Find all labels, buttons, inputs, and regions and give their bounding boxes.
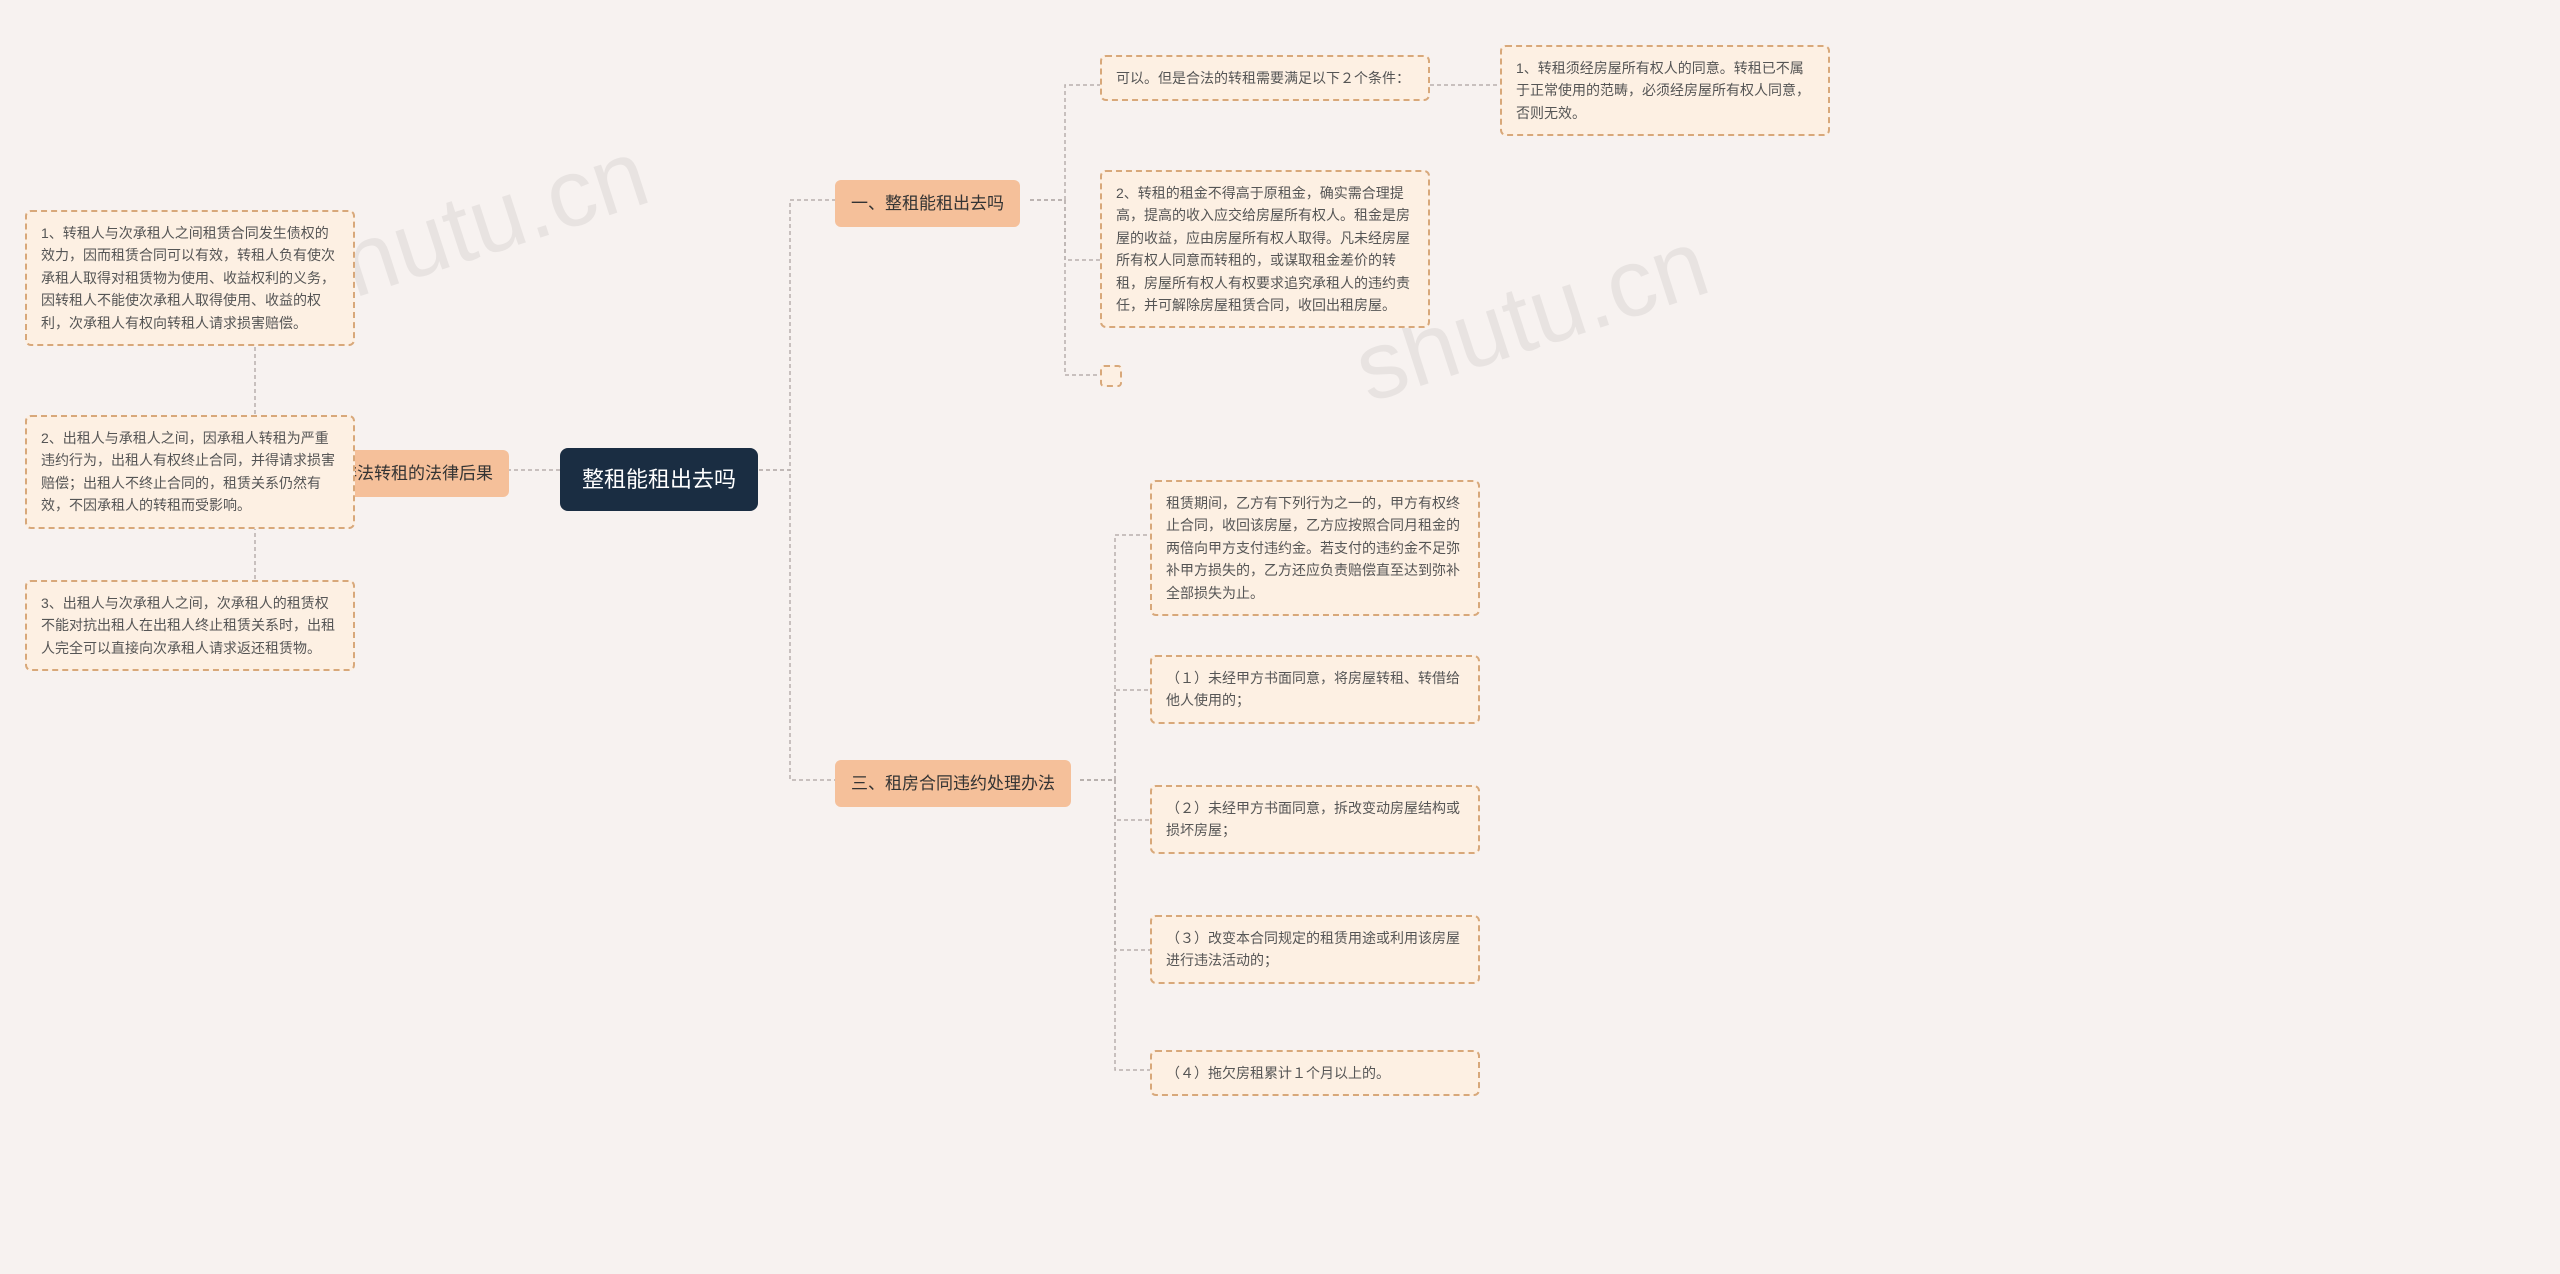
branch-1-tiny	[1100, 365, 1122, 387]
branch-1-leaf-1: 可以。但是合法的转租需要满足以下２个条件：	[1100, 55, 1430, 101]
branch-2-leaf-3: 3、出租人与次承租人之间，次承租人的租赁权不能对抗出租人在出租人终止租赁关系时，…	[25, 580, 355, 671]
branch-1[interactable]: 一、整租能租出去吗	[835, 180, 1020, 227]
branch-2-leaf-2: 2、出租人与承租人之间，因承租人转租为严重违约行为，出租人有权终止合同，并得请求…	[25, 415, 355, 529]
branch-3-leaf-4: （３）改变本合同规定的租赁用途或利用该房屋进行违法活动的；	[1150, 915, 1480, 984]
branch-2-leaf-1: 1、转租人与次承租人之间租赁合同发生债权的效力，因而租赁合同可以有效，转租人负有…	[25, 210, 355, 346]
branch-3[interactable]: 三、租房合同违约处理办法	[835, 760, 1071, 807]
branch-3-leaf-5: （４）拖欠房租累计１个月以上的。	[1150, 1050, 1480, 1096]
branch-1-leaf-2: 2、转租的租金不得高于原租金，确实需合理提高，提高的收入应交给房屋所有权人。租金…	[1100, 170, 1430, 328]
branch-3-leaf-2: （１）未经甲方书面同意，将房屋转租、转借给他人使用的；	[1150, 655, 1480, 724]
branch-1-leaf-1a: 1、转租须经房屋所有权人的同意。转租已不属于正常使用的范畴，必须经房屋所有权人同…	[1500, 45, 1830, 136]
root-node[interactable]: 整租能租出去吗	[560, 448, 758, 511]
branch-3-leaf-1: 租赁期间，乙方有下列行为之一的，甲方有权终止合同，收回该房屋，乙方应按照合同月租…	[1150, 480, 1480, 616]
branch-3-leaf-3: （２）未经甲方书面同意，拆改变动房屋结构或损坏房屋；	[1150, 785, 1480, 854]
